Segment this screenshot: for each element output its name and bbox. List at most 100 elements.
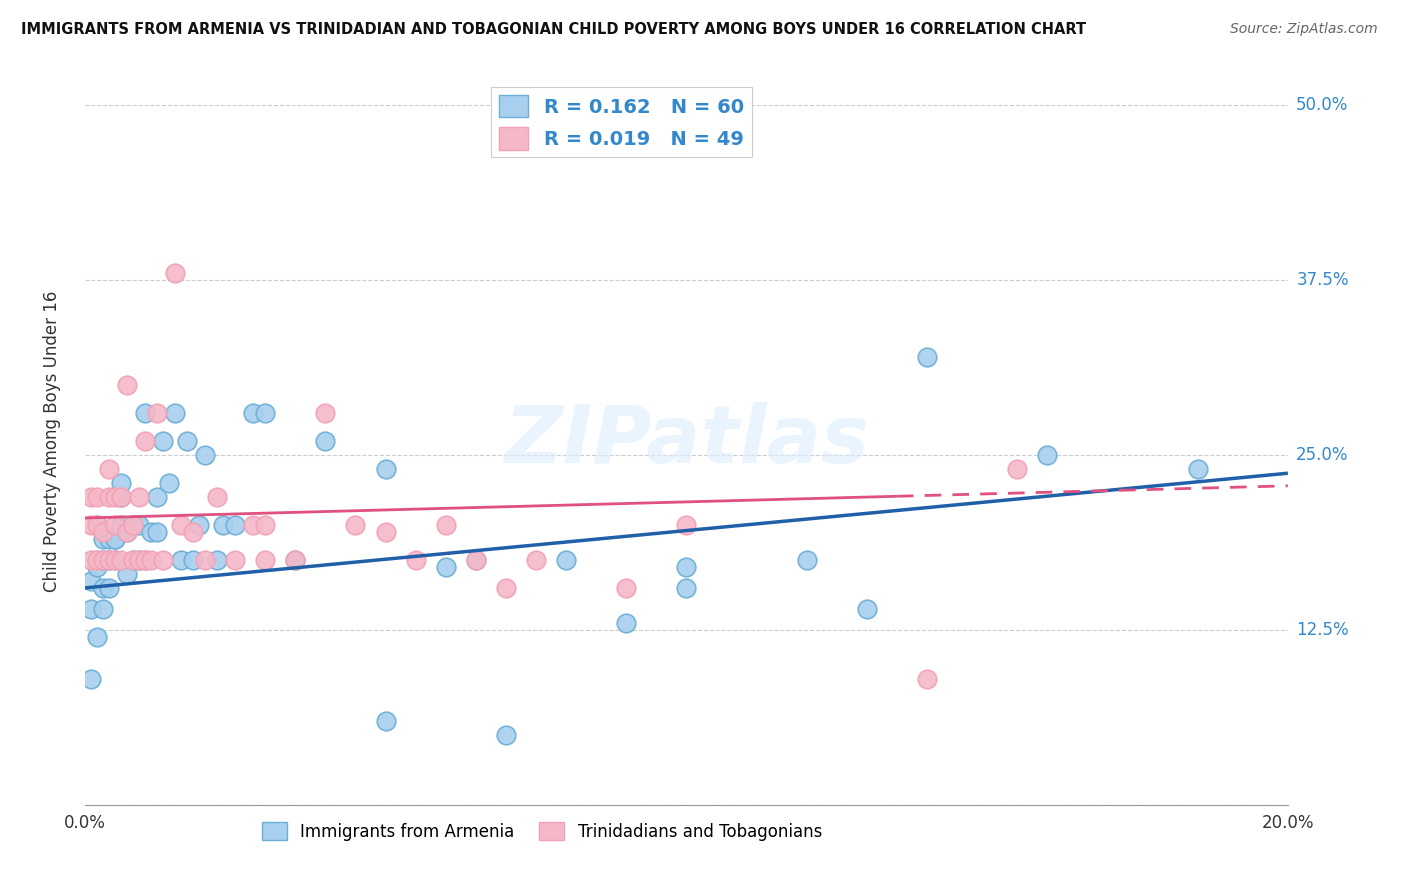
- Point: [284, 553, 307, 567]
- Point: [1005, 462, 1028, 476]
- Point: [139, 524, 162, 539]
- Point: [86, 560, 108, 574]
- Point: [176, 434, 198, 448]
- Point: [80, 518, 103, 533]
- Point: [110, 553, 132, 567]
- Point: [495, 581, 517, 595]
- Point: [86, 490, 108, 504]
- Point: [97, 532, 120, 546]
- Point: [254, 518, 277, 533]
- Point: [194, 553, 217, 567]
- Point: [91, 532, 114, 546]
- Point: [121, 518, 143, 533]
- Text: 50.0%: 50.0%: [1296, 96, 1348, 114]
- Point: [146, 524, 169, 539]
- Point: [86, 630, 108, 644]
- Point: [254, 553, 277, 567]
- Point: [86, 553, 108, 567]
- Point: [181, 524, 204, 539]
- Point: [104, 532, 127, 546]
- Point: [464, 553, 486, 567]
- Point: [97, 490, 120, 504]
- Point: [128, 490, 150, 504]
- Point: [80, 490, 103, 504]
- Point: [80, 574, 103, 588]
- Text: 12.5%: 12.5%: [1296, 621, 1348, 639]
- Point: [97, 553, 120, 567]
- Point: [110, 490, 132, 504]
- Point: [254, 406, 277, 420]
- Point: [104, 553, 127, 567]
- Point: [128, 553, 150, 567]
- Point: [104, 518, 127, 533]
- Point: [434, 518, 457, 533]
- Point: [91, 553, 114, 567]
- Point: [224, 518, 246, 533]
- Point: [1187, 462, 1209, 476]
- Text: IMMIGRANTS FROM ARMENIA VS TRINIDADIAN AND TOBAGONIAN CHILD POVERTY AMONG BOYS U: IMMIGRANTS FROM ARMENIA VS TRINIDADIAN A…: [21, 22, 1087, 37]
- Point: [314, 434, 336, 448]
- Point: [675, 581, 697, 595]
- Point: [104, 490, 127, 504]
- Point: [152, 553, 174, 567]
- Point: [163, 266, 186, 280]
- Point: [104, 553, 127, 567]
- Point: [134, 434, 156, 448]
- Point: [86, 518, 108, 533]
- Point: [121, 518, 143, 533]
- Point: [675, 560, 697, 574]
- Point: [86, 518, 108, 533]
- Point: [91, 581, 114, 595]
- Point: [405, 553, 427, 567]
- Point: [91, 602, 114, 616]
- Point: [212, 518, 235, 533]
- Point: [314, 406, 336, 420]
- Point: [115, 378, 138, 392]
- Point: [115, 524, 138, 539]
- Point: [110, 518, 132, 533]
- Text: 37.5%: 37.5%: [1296, 271, 1348, 289]
- Point: [146, 490, 169, 504]
- Point: [915, 350, 938, 364]
- Point: [614, 581, 637, 595]
- Point: [86, 553, 108, 567]
- Point: [614, 615, 637, 630]
- Point: [374, 462, 396, 476]
- Point: [80, 553, 103, 567]
- Point: [139, 553, 162, 567]
- Point: [157, 475, 180, 490]
- Point: [242, 406, 264, 420]
- Point: [374, 714, 396, 728]
- Legend: R = 0.162   N = 60, R = 0.019   N = 49: R = 0.162 N = 60, R = 0.019 N = 49: [492, 87, 752, 157]
- Text: ZIPatlas: ZIPatlas: [503, 402, 869, 480]
- Point: [91, 553, 114, 567]
- Point: [134, 553, 156, 567]
- Point: [1036, 448, 1059, 462]
- Point: [855, 602, 877, 616]
- Point: [104, 532, 127, 546]
- Point: [121, 553, 143, 567]
- Point: [205, 490, 228, 504]
- Point: [284, 553, 307, 567]
- Text: Source: ZipAtlas.com: Source: ZipAtlas.com: [1230, 22, 1378, 37]
- Point: [205, 553, 228, 567]
- Point: [110, 490, 132, 504]
- Point: [80, 672, 103, 686]
- Point: [115, 524, 138, 539]
- Point: [194, 448, 217, 462]
- Point: [97, 462, 120, 476]
- Point: [134, 553, 156, 567]
- Point: [121, 553, 143, 567]
- Point: [181, 553, 204, 567]
- Point: [146, 406, 169, 420]
- Point: [91, 524, 114, 539]
- Point: [464, 553, 486, 567]
- Point: [128, 553, 150, 567]
- Point: [134, 406, 156, 420]
- Point: [524, 553, 547, 567]
- Point: [224, 553, 246, 567]
- Text: 25.0%: 25.0%: [1296, 446, 1348, 464]
- Point: [115, 566, 138, 581]
- Point: [152, 434, 174, 448]
- Point: [80, 602, 103, 616]
